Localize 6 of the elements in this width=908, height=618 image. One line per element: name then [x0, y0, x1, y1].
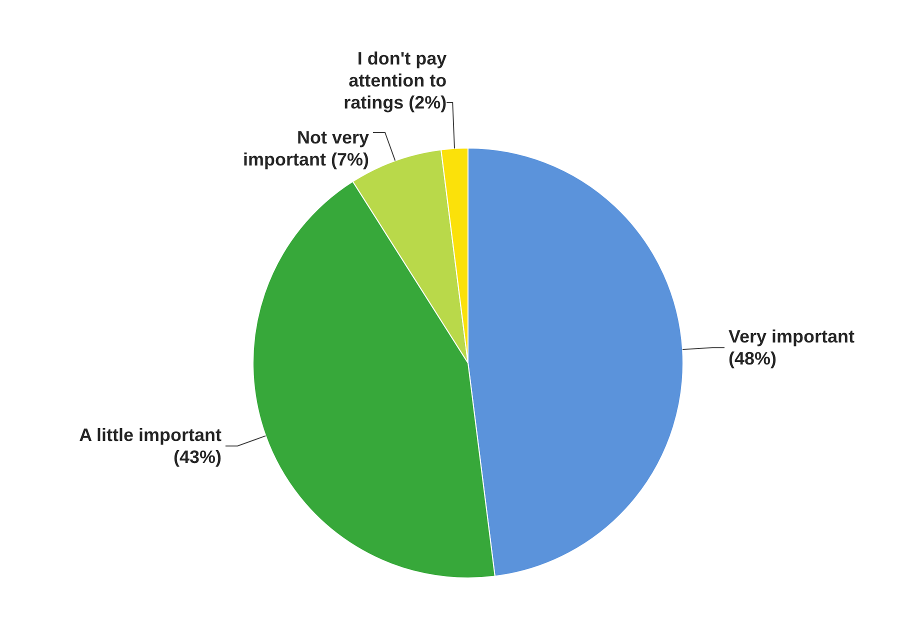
slice-label: I don't pay attention to ratings (2%) — [344, 48, 447, 112]
slice-label: Not very important (7%) — [243, 127, 370, 170]
data-label: (48%) — [728, 348, 777, 369]
slice-label: A little important — [79, 424, 222, 445]
data-label: (43%) — [173, 446, 222, 467]
slice-label: Very important — [728, 326, 855, 347]
